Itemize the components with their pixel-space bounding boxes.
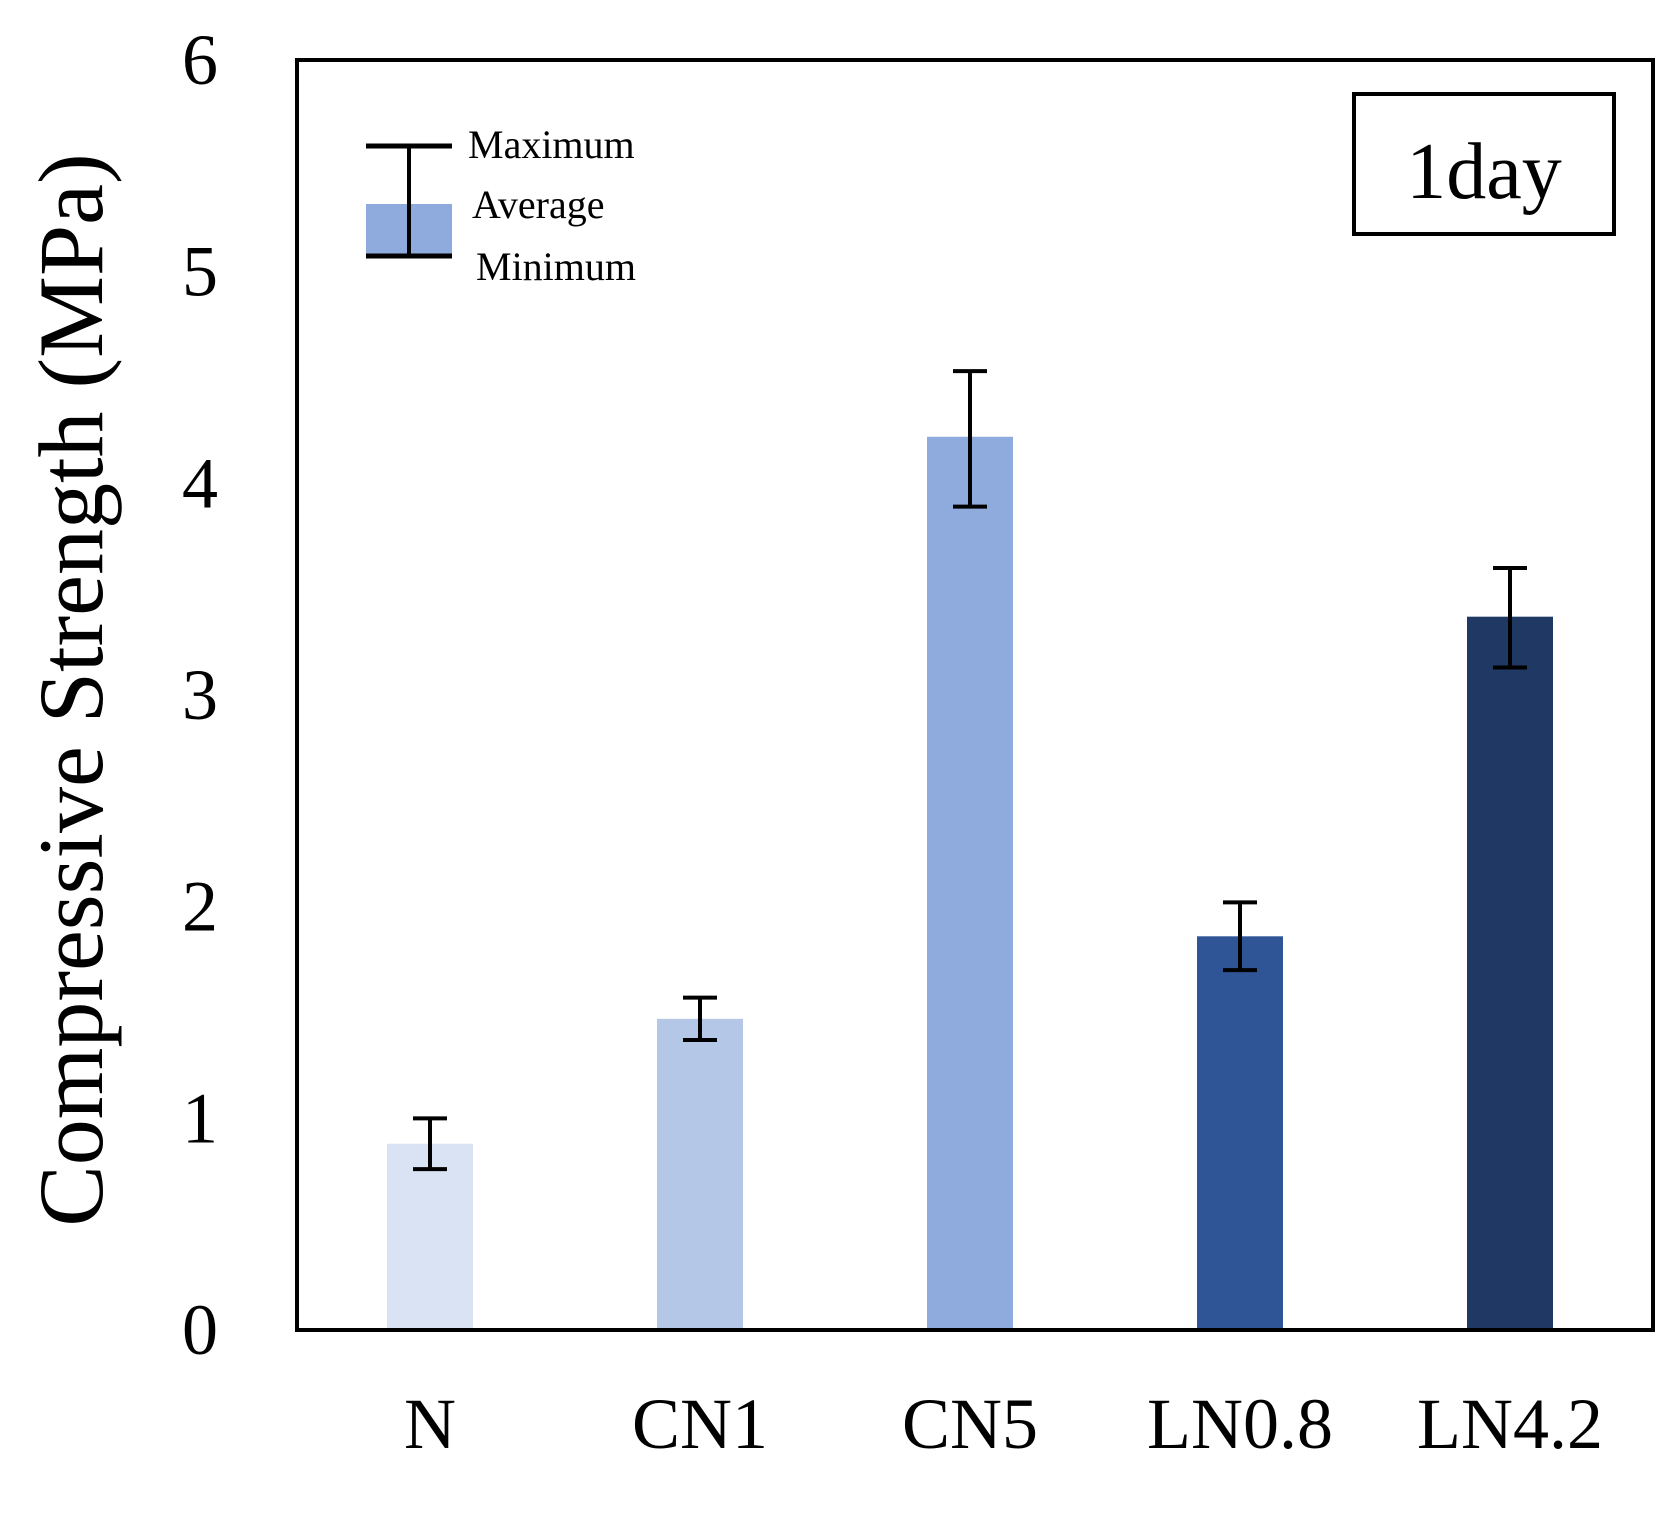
annotation-label: 1day <box>1406 128 1562 216</box>
x-tick-label: CN5 <box>902 1384 1038 1464</box>
plot-frame <box>295 58 1655 1332</box>
y-tick-label: 4 <box>182 443 218 523</box>
bar-ln4-2 <box>1467 616 1553 1330</box>
legend-entry-maximum: Maximum <box>468 122 635 167</box>
annotation-box: 1day <box>1352 92 1616 236</box>
y-tick-label: 0 <box>182 1290 218 1370</box>
legend-entry-minimum: Minimum <box>476 244 636 289</box>
bar-n <box>387 1143 473 1330</box>
x-tick-label: LN4.2 <box>1417 1384 1603 1464</box>
y-tick-label: 3 <box>182 655 218 735</box>
bar-series <box>387 369 1553 1330</box>
bar-ln0-8 <box>1197 936 1283 1330</box>
y-axis-title: Compressive Strength (MPa) <box>20 153 122 1226</box>
annotation-frame <box>1352 92 1616 236</box>
x-tick-label: N <box>404 1384 456 1464</box>
y-tick-labels: 0 1 2 3 4 5 6 <box>182 20 218 1370</box>
x-tick-label: CN1 <box>632 1384 768 1464</box>
y-tick-label: 2 <box>182 867 218 947</box>
bar-cn1 <box>657 1018 743 1330</box>
x-tick-labels: N CN1 CN5 LN0.8 LN4.2 <box>404 1384 1603 1464</box>
x-tick-label: LN0.8 <box>1147 1384 1333 1464</box>
bar-cn5 <box>927 436 1013 1330</box>
legend: Maximum Average Minimum <box>366 122 636 289</box>
y-tick-label: 5 <box>182 232 218 312</box>
legend-entry-average: Average <box>472 182 605 227</box>
y-tick-label: 6 <box>182 20 218 100</box>
y-tick-label: 1 <box>182 1078 218 1158</box>
